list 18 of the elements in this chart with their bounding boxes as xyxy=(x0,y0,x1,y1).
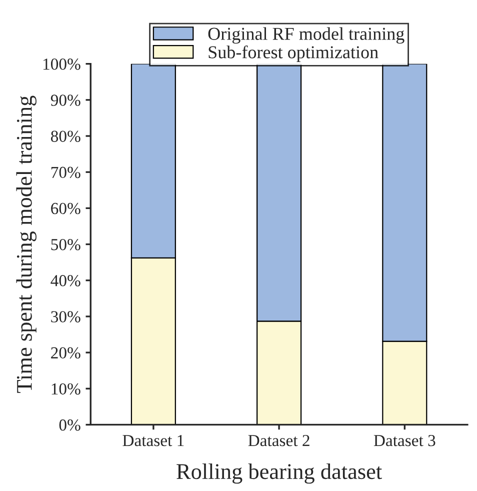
x-axis-title: Rolling bearing dataset xyxy=(176,463,382,484)
y-axis-title: Time spent during model training xyxy=(16,96,36,393)
x-tick-label: Dataset 2 xyxy=(248,434,310,446)
y-tick-label: 30% xyxy=(51,311,80,322)
y-tick-label: 20% xyxy=(51,347,80,359)
y-tick-label: 0% xyxy=(59,419,80,431)
x-tick-label: Dataset 3 xyxy=(374,434,436,446)
y-tick-label: 50% xyxy=(51,238,80,250)
legend-label: Original RF model training xyxy=(208,27,404,44)
y-tick-label: 70% xyxy=(51,166,80,178)
y-tick-label: 40% xyxy=(50,275,80,286)
y-tick-label: 80% xyxy=(50,130,80,142)
legend-label: Sub-forest optimization xyxy=(208,45,378,62)
y-tick-label: 90% xyxy=(50,94,80,106)
y-tick-label: 60% xyxy=(51,202,80,214)
x-tick-label: Dataset 1 xyxy=(122,435,184,446)
y-tick-label: 10% xyxy=(52,383,80,395)
y-tick-label: 100% xyxy=(43,58,80,70)
